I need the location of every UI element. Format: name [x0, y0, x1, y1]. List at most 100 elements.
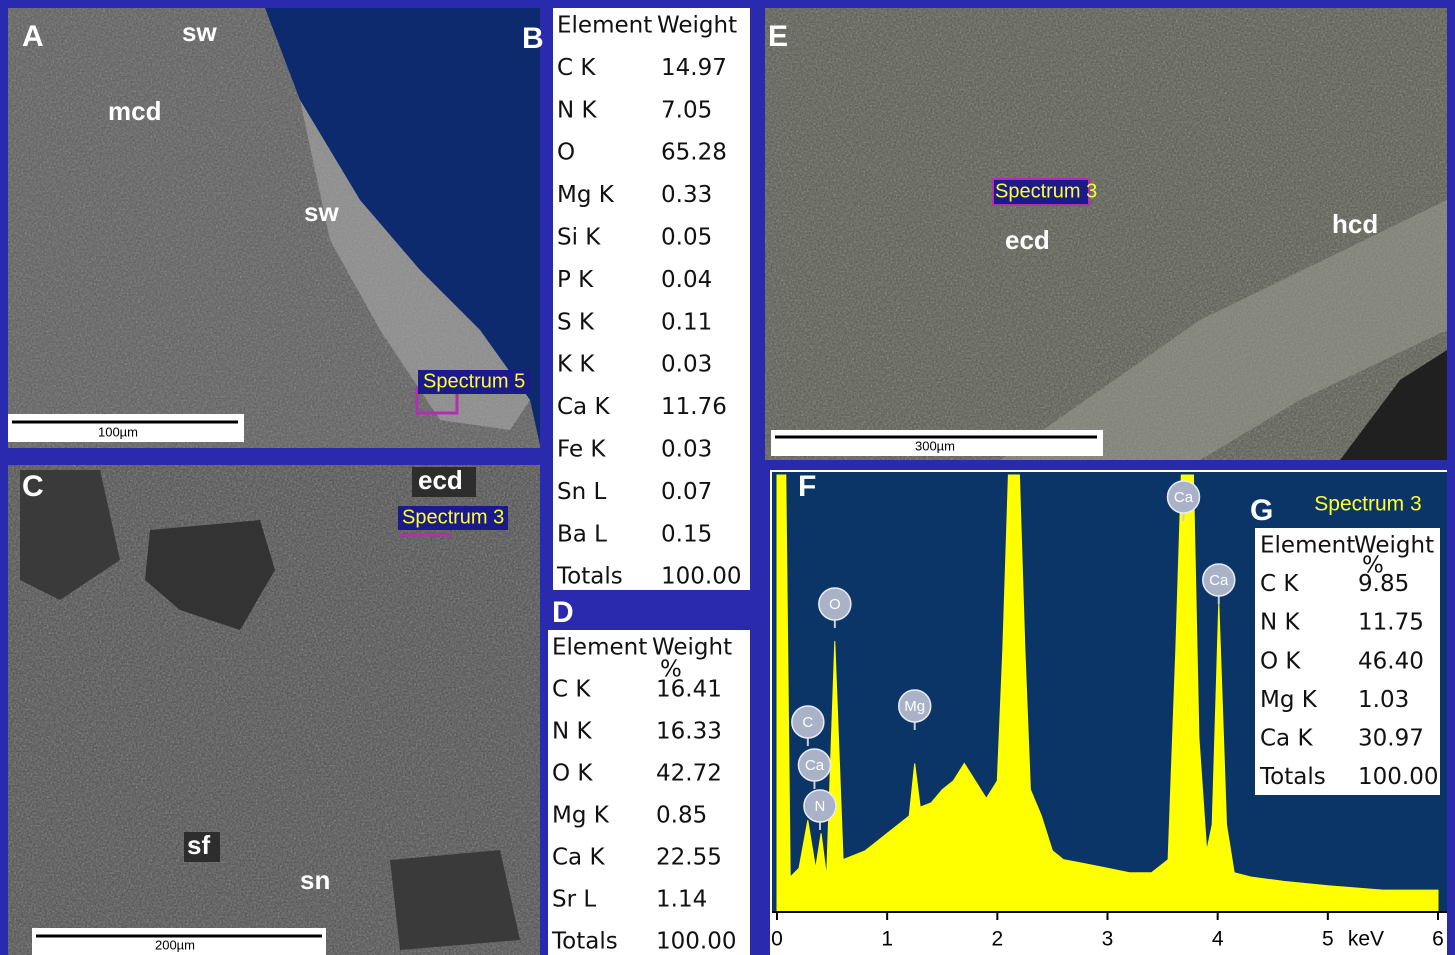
peak-label: C [802, 714, 813, 731]
scale-bar-label: 300µm [915, 438, 955, 453]
table-value: 0.05 [661, 225, 712, 251]
x-tick-label: 2 [991, 928, 1003, 951]
x-tick-label: 0 [771, 928, 783, 951]
peak-label: N [815, 798, 826, 815]
table-value: 100.00 [661, 564, 741, 590]
table-value: 0.85 [656, 803, 707, 829]
table-element: Sr L [552, 887, 596, 913]
peak-marker [797, 748, 832, 782]
peak-marker [818, 587, 852, 621]
grain [145, 520, 275, 630]
table-element: Sn L [557, 479, 606, 505]
table-header: Weight [1354, 533, 1434, 559]
annotation: ecd [1005, 225, 1050, 255]
table-element: O K [1260, 648, 1301, 674]
scale-bar-box [771, 430, 1103, 456]
background-region [265, 8, 540, 445]
table-value: 0.15 [661, 521, 712, 547]
table-value: 9.85 [1358, 571, 1409, 597]
table-value: 0.03 [661, 352, 712, 378]
x-tick-label: 6 [1432, 928, 1444, 951]
x-tick-label: 1 [881, 928, 893, 951]
table-element: Ca K [552, 845, 605, 871]
table-value: 100.00 [1358, 764, 1438, 790]
peak-label: Mg [904, 698, 925, 715]
bright-band [1000, 200, 1447, 460]
panel-label: E [768, 20, 788, 53]
spectrum-plot: 0 1 2 3 4 5 6 keV C Ca N O Mg Ca Ca [771, 474, 1447, 951]
table-element: N K [557, 97, 598, 123]
peak-label: Ca [805, 757, 825, 774]
table-element: S K [557, 309, 595, 335]
peak-marker [1202, 563, 1236, 597]
annotation: sn [300, 865, 330, 895]
peak-marker [803, 789, 837, 823]
annotation: sf [187, 830, 210, 860]
table-element: N K [1260, 610, 1301, 636]
tag [184, 832, 220, 862]
table-g [1255, 528, 1440, 795]
table-element: Mg K [557, 182, 615, 208]
table-header: Weight [652, 635, 732, 661]
scale-bar-label: 200µm [155, 937, 195, 952]
table-value: 0.33 [661, 182, 712, 208]
spectrum-tag [398, 506, 508, 530]
annotation: mcd [108, 96, 161, 126]
peak-marker [897, 689, 932, 723]
table-element: N K [552, 719, 593, 745]
panel-label: C [22, 470, 44, 503]
table-element: Ba L [557, 521, 607, 547]
table-value: 1.14 [656, 887, 707, 913]
table-element: C K [1260, 571, 1299, 597]
scale-bar-box [8, 414, 244, 442]
table-element: Si K [557, 225, 601, 251]
table-element: O [557, 140, 575, 166]
panel-label: A [22, 20, 44, 53]
table-element: Ca K [557, 394, 610, 420]
spectrum-label: Spectrum 5 [423, 370, 525, 392]
grain [390, 850, 520, 950]
bright-edge [300, 100, 530, 430]
panel-label: F [798, 470, 816, 503]
table-element: Ca K [1260, 726, 1313, 752]
x-tick-label: 5 [1322, 928, 1334, 951]
annotation: hcd [1332, 209, 1378, 239]
peak-label: O [829, 596, 841, 613]
spectrum-title: Spectrum 3 [1314, 493, 1421, 516]
table-value: 16.33 [656, 719, 722, 745]
peak-marker [1166, 480, 1201, 514]
scale-bar-box [32, 928, 326, 955]
peak-label: Ca [1209, 572, 1229, 589]
table-element: Totals [1259, 764, 1326, 790]
table-b [553, 8, 750, 590]
annotation: ecd [418, 465, 463, 495]
table-value: 0.04 [661, 267, 712, 293]
panel-label: D [552, 596, 574, 629]
table-value: 100.00 [656, 929, 736, 955]
image-texture [765, 8, 1447, 460]
table-element: Mg K [552, 803, 610, 829]
table-element: Totals [551, 929, 618, 955]
table-element: C K [552, 677, 591, 703]
table-header: Element [1260, 533, 1355, 559]
table-header: Weight [657, 13, 737, 39]
grain [20, 470, 120, 600]
table-element: Totals [556, 564, 623, 590]
annotation: sw [304, 197, 339, 227]
table-element: Fe K [557, 437, 606, 463]
table-element: P K [557, 267, 594, 293]
table-value: 46.40 [1358, 648, 1424, 674]
table-value: 16.41 [656, 677, 722, 703]
spectrum-label: Spectrum 3 [995, 180, 1097, 202]
spectrum-label: Spectrum 3 [402, 506, 504, 528]
x-tick-label: 4 [1212, 928, 1224, 951]
annotation: sw [182, 17, 217, 47]
table-value: 30.97 [1358, 726, 1424, 752]
table-value: 22.55 [656, 845, 722, 871]
table-header: Element [557, 13, 652, 39]
table-element: K K [557, 352, 595, 378]
table-header-unit: % [1362, 553, 1384, 579]
x-unit: keV [1348, 928, 1384, 951]
table-element: C K [557, 55, 596, 81]
